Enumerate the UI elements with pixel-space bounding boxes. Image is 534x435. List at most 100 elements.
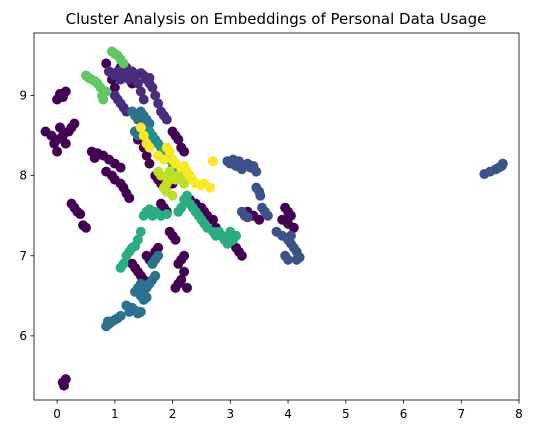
cluster-7-point-8 bbox=[156, 170, 167, 181]
cluster-1-point-15 bbox=[135, 86, 146, 97]
cluster-2-point-35 bbox=[497, 158, 508, 169]
cluster-0-point-103 bbox=[285, 210, 296, 221]
cluster-8-point-17 bbox=[205, 182, 216, 193]
cluster-1-point-24 bbox=[161, 114, 172, 125]
cluster-0-point-38 bbox=[101, 58, 112, 69]
cluster-5-point-17 bbox=[176, 202, 187, 213]
x-tick-label: 2 bbox=[169, 407, 177, 421]
cluster-0-point-14 bbox=[60, 138, 71, 149]
cluster-0-point-83 bbox=[179, 250, 190, 261]
cluster-1-points bbox=[104, 62, 172, 125]
cluster-8-point-7 bbox=[164, 146, 175, 157]
cluster-3-point-11 bbox=[135, 306, 146, 317]
chart-title: Cluster Analysis on Embeddings of Person… bbox=[66, 10, 487, 28]
cluster-3-point-23 bbox=[135, 278, 146, 289]
cluster-5-point-7 bbox=[135, 226, 146, 237]
cluster-3-points bbox=[101, 106, 164, 332]
cluster-0-point-13 bbox=[49, 138, 60, 149]
cluster-7-point-12 bbox=[167, 190, 178, 201]
cluster-3-point-33 bbox=[144, 118, 155, 129]
cluster-1-point-27 bbox=[144, 72, 155, 83]
cluster-0-point-23 bbox=[80, 222, 91, 233]
x-tick-label: 8 bbox=[515, 407, 523, 421]
x-tick-label: 0 bbox=[53, 407, 61, 421]
cluster-2-points bbox=[222, 154, 508, 265]
cluster-3-point-12 bbox=[121, 300, 132, 311]
cluster-8-point-19 bbox=[179, 161, 190, 172]
cluster-1-point-14 bbox=[132, 78, 143, 89]
cluster-3-point-6 bbox=[102, 316, 113, 327]
cluster-0-point-2 bbox=[59, 380, 70, 391]
cluster-0-point-65 bbox=[179, 146, 190, 157]
cluster-2-point-27 bbox=[285, 230, 296, 241]
cluster-0-point-80 bbox=[182, 282, 193, 293]
x-tick-label: 3 bbox=[226, 407, 234, 421]
cluster-0-point-41 bbox=[109, 82, 120, 93]
cluster-5-point-15 bbox=[161, 209, 172, 220]
cluster-6-points bbox=[80, 46, 129, 105]
cluster-2-point-26 bbox=[291, 254, 302, 265]
cluster-1-point-3 bbox=[115, 74, 126, 85]
cluster-0-point-109 bbox=[170, 234, 181, 245]
x-axis: 0 1 2 3 4 5 6 7 8 bbox=[53, 400, 523, 421]
cluster-8-point-1 bbox=[138, 130, 149, 141]
cluster-0-point-16 bbox=[69, 118, 80, 129]
cluster-8-point-18 bbox=[207, 156, 218, 167]
cluster-7-point-9 bbox=[164, 166, 175, 177]
cluster-2-point-9 bbox=[251, 166, 262, 177]
cluster-5-point-6 bbox=[132, 234, 143, 245]
cluster-2-point-18 bbox=[262, 210, 273, 221]
plot-frame bbox=[33, 32, 520, 401]
cluster-0-point-34 bbox=[115, 162, 126, 173]
cluster-5-point-36 bbox=[225, 226, 236, 237]
cluster-0-point-6 bbox=[52, 94, 63, 105]
cluster-0-point-21 bbox=[75, 209, 86, 220]
cluster-0-point-106 bbox=[288, 222, 299, 233]
cluster-6-point-8 bbox=[101, 86, 112, 97]
cluster-0-point-27 bbox=[89, 153, 100, 163]
cluster-2-point-12 bbox=[255, 190, 266, 201]
cluster-3-point-26 bbox=[153, 250, 164, 261]
cluster-8-points bbox=[135, 122, 218, 193]
y-tick-label: 7 bbox=[19, 249, 27, 263]
cluster-0-point-70 bbox=[153, 242, 164, 253]
cluster-0-point-100 bbox=[254, 214, 265, 225]
cluster-8-point-5 bbox=[158, 154, 169, 165]
cluster-3-point-20 bbox=[141, 292, 152, 303]
y-tick-label: 8 bbox=[19, 169, 27, 183]
cluster-1-point-19 bbox=[147, 82, 158, 93]
cluster-0-point-17 bbox=[52, 146, 63, 157]
cluster-6-point-7 bbox=[98, 94, 109, 105]
y-axis: 6 7 8 9 bbox=[19, 89, 34, 343]
cluster-2-point-15 bbox=[242, 212, 253, 223]
x-tick-label: 5 bbox=[342, 407, 350, 421]
cluster-3-point-5 bbox=[115, 310, 126, 321]
cluster-0-point-78 bbox=[176, 274, 187, 285]
cluster-0-point-12 bbox=[54, 122, 65, 133]
cluster-0-point-5 bbox=[60, 86, 71, 97]
cluster-1-point-20 bbox=[150, 90, 161, 101]
cluster-1-point-21 bbox=[153, 98, 164, 109]
cluster-0-point-49 bbox=[144, 158, 155, 169]
cluster-2-point-4 bbox=[233, 156, 244, 167]
cluster-0-point-97 bbox=[236, 250, 247, 261]
x-tick-label: 4 bbox=[284, 407, 292, 421]
cluster-3-point-18 bbox=[150, 270, 161, 281]
cluster-0-point-79 bbox=[179, 266, 190, 277]
cluster-5-point-19 bbox=[182, 190, 193, 201]
x-tick-label: 1 bbox=[111, 407, 119, 421]
x-tick-label: 6 bbox=[400, 407, 408, 421]
y-tick-label: 6 bbox=[19, 329, 27, 343]
cluster-0-point-89 bbox=[207, 214, 218, 225]
cluster-0-point-63 bbox=[173, 134, 184, 145]
cluster-1-point-16 bbox=[138, 94, 149, 105]
cluster-6-point-13 bbox=[118, 58, 129, 69]
y-tick-label: 9 bbox=[19, 89, 27, 103]
x-tick-label: 7 bbox=[457, 407, 465, 421]
cluster-7-point-10 bbox=[179, 178, 190, 189]
cluster-5-point-1 bbox=[118, 258, 129, 269]
cluster-8-point-3 bbox=[144, 142, 155, 153]
cluster-2-point-29 bbox=[283, 254, 294, 265]
cluster-7-points bbox=[153, 166, 190, 201]
